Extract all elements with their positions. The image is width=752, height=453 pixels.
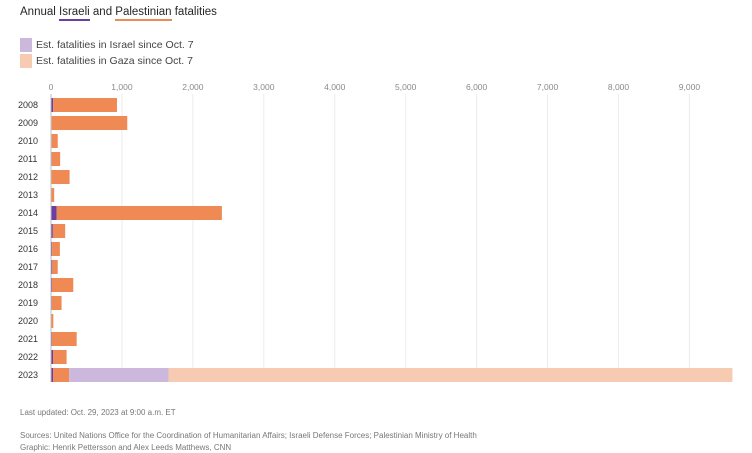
year-label: 2010 xyxy=(18,136,38,146)
bar-segment-palestinian xyxy=(51,314,54,328)
x-tick-label: 7,000 xyxy=(537,82,559,92)
bar-segment-palestinian xyxy=(51,188,55,202)
year-label: 2016 xyxy=(18,244,38,254)
x-tick-label: 4,000 xyxy=(324,82,346,92)
bar-segment-palestinian xyxy=(56,206,222,220)
bar-segment-gaza-since-oct7 xyxy=(168,368,733,382)
x-tick-label: 1,000 xyxy=(111,82,133,92)
last-updated: Last updated: Oct. 29, 2023 at 9:00 a.m.… xyxy=(20,408,176,417)
title-suffix: fatalities xyxy=(171,6,217,18)
x-tick-label: 9,000 xyxy=(679,82,701,92)
bar-segment-palestinian xyxy=(53,350,67,364)
bar-segment-israeli xyxy=(51,242,53,256)
x-tick-label: 5,000 xyxy=(395,82,417,92)
year-label: 2022 xyxy=(18,352,38,362)
title-prefix: Annual xyxy=(20,6,60,18)
chart-title: Annual Israeli and Palestinian fatalitie… xyxy=(20,6,217,21)
bar-segment-israeli xyxy=(51,224,53,238)
sources-note: Sources: United Nations Office for the C… xyxy=(20,431,477,440)
bar-segment-palestinian xyxy=(51,116,128,130)
year-label: 2018 xyxy=(18,280,38,290)
year-label: 2012 xyxy=(18,172,38,182)
x-tick-label: 0 xyxy=(49,82,54,92)
x-tick-label: 3,000 xyxy=(253,82,275,92)
bar-segment-palestinian xyxy=(53,368,70,382)
bar-chart: 0 1,000 2,000 3,000 4,000 5,000 6,000 7,000 8,00… xyxy=(18,82,733,382)
year-label: 2017 xyxy=(18,262,38,272)
bar-segment-palestinian xyxy=(51,170,70,184)
bar-segment-palestinian xyxy=(51,152,61,166)
year-label: 2011 xyxy=(18,154,37,164)
bar-segment-palestinian xyxy=(51,332,77,346)
year-label: 2021 xyxy=(18,334,38,344)
title-middle: and xyxy=(89,6,116,18)
legend-label-gaza: Est. fatalities in Gaza since Oct. 7 xyxy=(36,54,193,67)
graphic-credit: Graphic: Henrik Pettersson and Alex Leed… xyxy=(20,443,232,452)
legend-item-gaza: Est. fatalities in Gaza since Oct. 7 xyxy=(20,53,194,68)
year-label: 2009 xyxy=(18,118,38,128)
bar-segment-israeli xyxy=(51,206,57,220)
bar-segment-palestinian xyxy=(52,260,58,274)
bar-segment-palestinian xyxy=(53,98,117,112)
year-label: 2014 xyxy=(18,208,38,218)
legend-item-israel: Est. fatalities in Israel since Oct. 7 xyxy=(20,37,194,52)
bar-segment-palestinian xyxy=(51,134,58,148)
bar-segment-israeli xyxy=(51,350,54,364)
year-label: 2023 xyxy=(18,370,38,380)
year-label: 2013 xyxy=(18,190,38,200)
title-palestinian: Palestinian xyxy=(115,6,172,21)
legend-label-israel: Est. fatalities in Israel since Oct. 7 xyxy=(36,38,194,51)
bar-segment-israeli-since-oct7 xyxy=(69,368,169,382)
bar-segment-palestinian xyxy=(52,242,60,256)
year-label: 2008 xyxy=(18,100,38,110)
year-label: 2020 xyxy=(18,316,38,326)
title-israeli: Israeli xyxy=(59,6,90,21)
bar-segment-palestinian xyxy=(51,296,62,310)
bar-segment-israeli xyxy=(51,368,54,382)
legend-swatch-gaza xyxy=(20,53,32,68)
bar-segment-palestinian xyxy=(52,224,66,238)
x-tick-label: 6,000 xyxy=(466,82,488,92)
year-label: 2015 xyxy=(18,226,38,236)
bar-segment-israeli xyxy=(51,98,54,112)
year-label: 2019 xyxy=(18,298,38,308)
x-tick-label: 2,000 xyxy=(182,82,204,92)
legend-swatch-israel xyxy=(20,37,32,52)
bar-segment-palestinian xyxy=(51,278,74,292)
x-tick-label: 8,000 xyxy=(608,82,630,92)
chart-legend: Est. fatalities in Israel since Oct. 7 E… xyxy=(20,37,194,69)
bar-segment-israeli xyxy=(51,260,53,274)
